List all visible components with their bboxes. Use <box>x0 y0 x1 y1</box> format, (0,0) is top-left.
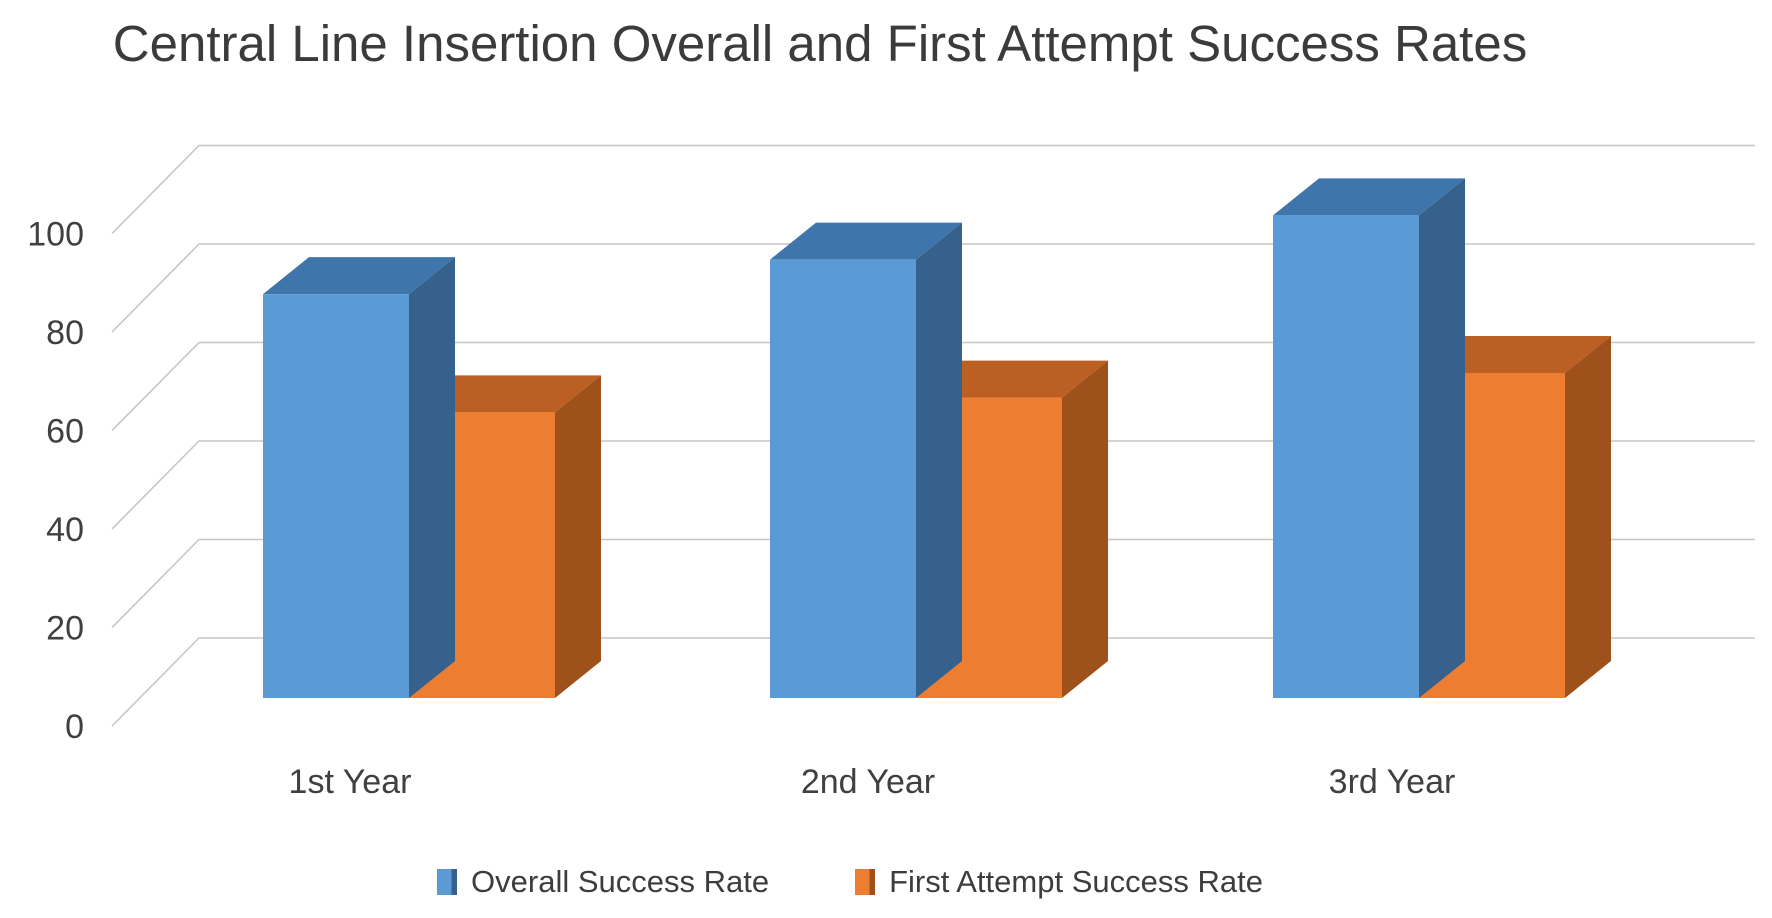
legend-label-first-attempt: First Attempt Success Rate <box>889 864 1263 899</box>
bar-overall-success-rate-3rd-year-front-face <box>1273 215 1419 698</box>
y-tick-label-80: 80 <box>46 314 84 352</box>
legend-swatch-first-attempt <box>855 869 876 895</box>
y-tick-label-20: 20 <box>46 609 84 647</box>
bar-first-attempt-success-rate-3rd-year-side-face <box>1565 335 1611 698</box>
bar-overall-success-rate-2nd-year-front-face <box>770 259 916 698</box>
x-category-label-2nd-year: 2nd Year <box>801 763 935 801</box>
y-tick-label-40: 40 <box>46 511 84 549</box>
y-tick-label-60: 60 <box>46 412 84 450</box>
legend: Overall Success Rate First Attempt Succe… <box>0 864 1700 900</box>
legend-label-overall: Overall Success Rate <box>471 864 770 899</box>
bar-overall-success-rate-2nd-year-top-face <box>770 222 962 260</box>
chart-title: Central Line Insertion Overall and First… <box>112 15 1528 72</box>
bar-first-attempt-success-rate-2nd-year-side-face <box>1062 360 1108 698</box>
legend-item-first-attempt: First Attempt Success Rate <box>855 864 1263 900</box>
bar-overall-success-rate-2nd-year-side-face <box>916 222 962 699</box>
gridline-0 <box>111 637 1755 727</box>
bar-overall-success-rate-3rd-year-side-face <box>1419 178 1465 699</box>
gridline-100 <box>111 144 1755 235</box>
bar-first-attempt-success-rate-2nd-year-top-face <box>916 360 1108 398</box>
bar-first-attempt-success-rate-3rd-year-top-face <box>1419 335 1611 373</box>
bar-overall-success-rate-3rd-year-top-face <box>1273 178 1465 216</box>
gridline-80 <box>111 243 1755 333</box>
bar-overall-success-rate-1st-year-front-face <box>263 294 409 698</box>
gridline-40 <box>111 440 1755 530</box>
y-tick-label-100: 100 <box>27 215 84 253</box>
legend-swatch-overall <box>437 869 458 895</box>
gridline-20 <box>111 538 1755 629</box>
bar-first-attempt-success-rate-1st-year-top-face <box>409 375 601 413</box>
x-category-label-3rd-year: 3rd Year <box>1329 763 1456 801</box>
bar-overall-success-rate-1st-year-side-face <box>409 257 455 698</box>
y-tick-label-0: 0 <box>65 708 84 746</box>
legend-item-overall: Overall Success Rate <box>437 864 769 900</box>
bar-first-attempt-success-rate-1st-year-side-face <box>555 375 601 698</box>
x-category-label-1st-year: 1st Year <box>289 763 412 801</box>
bar-overall-success-rate-1st-year-top-face <box>263 257 455 295</box>
gridline-60 <box>111 341 1755 432</box>
